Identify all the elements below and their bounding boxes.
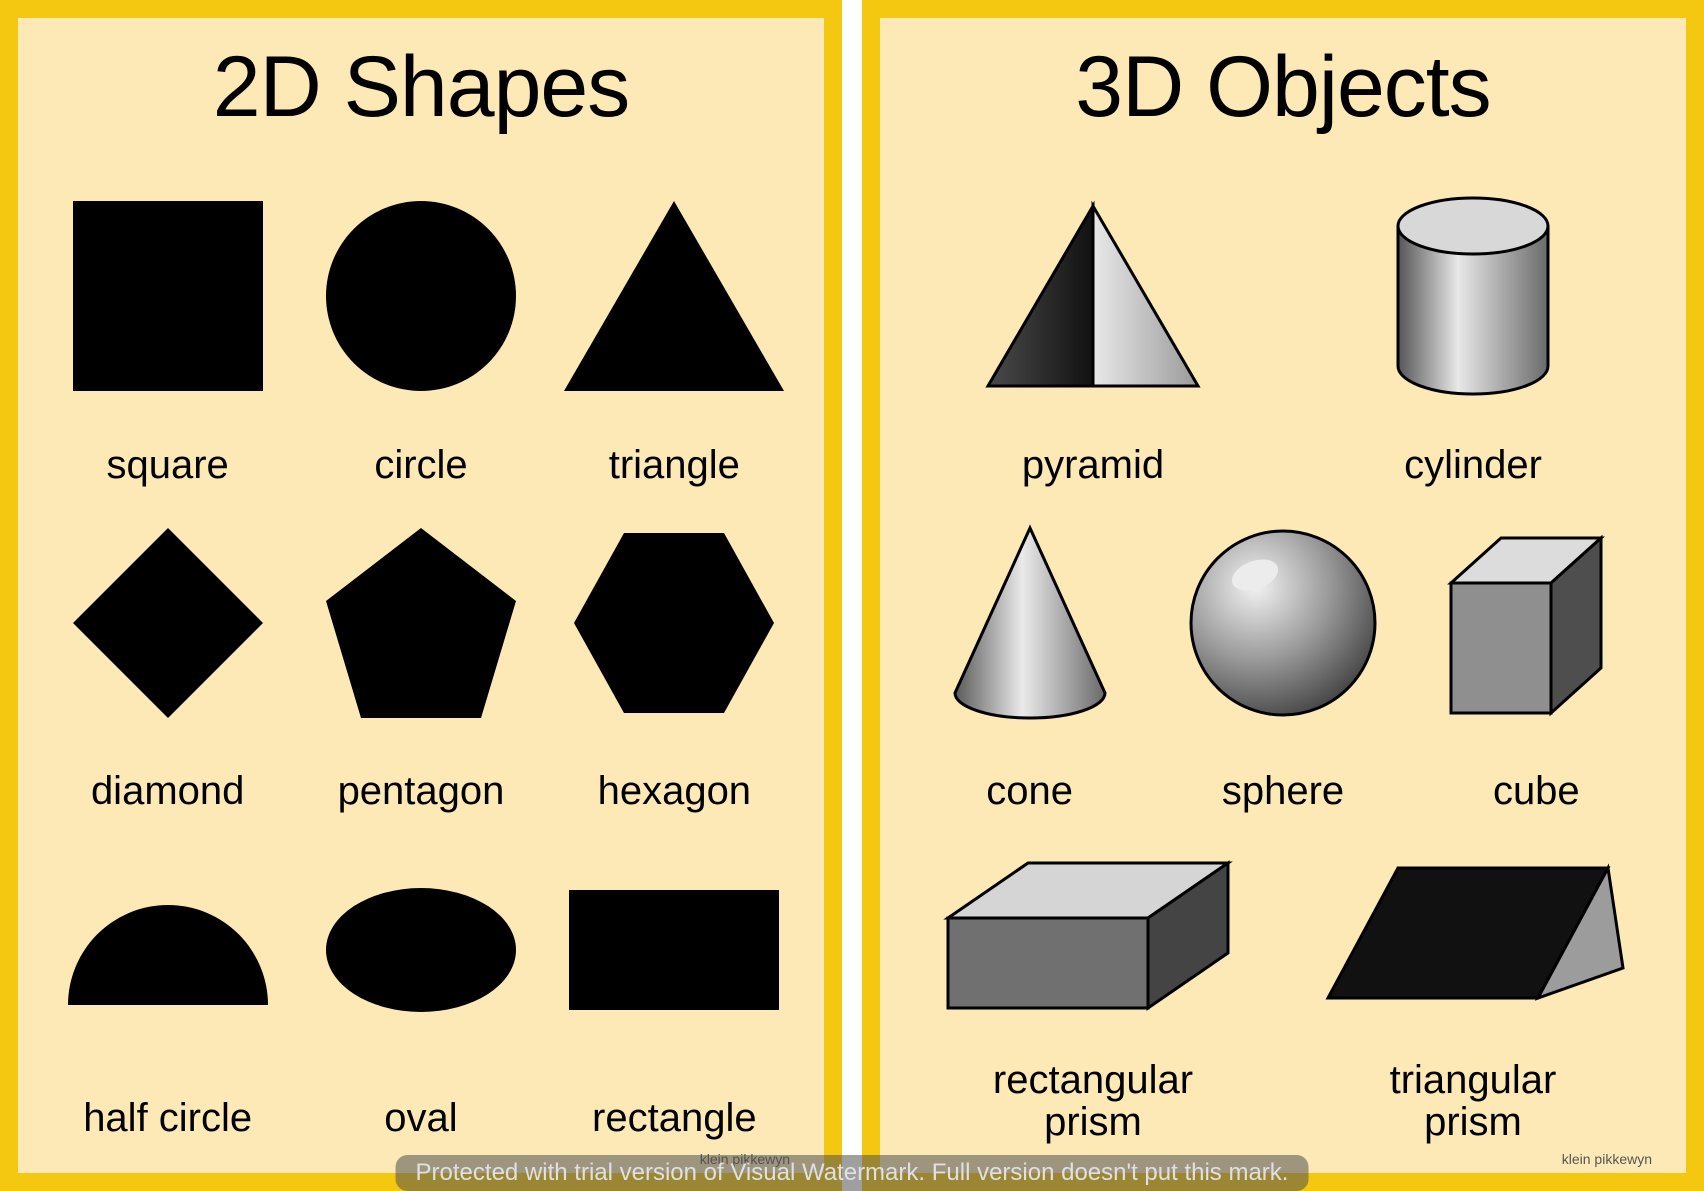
triangle-icon <box>553 163 796 430</box>
label-square: square <box>107 440 229 490</box>
cell-half-circle: half circle <box>46 816 289 1143</box>
label-triangular-prism: triangular prism <box>1390 1059 1557 1143</box>
label-half-circle: half circle <box>83 1093 252 1143</box>
credit-right: klein pikkewyn <box>1562 1151 1652 1167</box>
panel-title-2d: 2D Shapes <box>46 38 796 137</box>
triangular-prism-icon <box>1288 816 1658 1049</box>
grid-2d: square circle triangle diamond pentagon <box>46 163 796 1143</box>
label-rectangular-prism: rectangular prism <box>993 1059 1193 1143</box>
cell-rectangle: rectangle <box>553 816 796 1143</box>
label-cube: cube <box>1493 766 1580 816</box>
cell-hexagon: hexagon <box>553 490 796 817</box>
label-hexagon: hexagon <box>598 766 751 816</box>
pentagon-icon <box>299 490 542 757</box>
label-diamond: diamond <box>91 766 244 816</box>
cell-pyramid: pyramid <box>908 163 1278 490</box>
label-cone: cone <box>986 766 1073 816</box>
oval-icon <box>299 816 542 1083</box>
panel-3d-objects: 3D Objects pyramid <box>862 0 1704 1191</box>
pyramid-icon <box>908 163 1278 430</box>
cell-pentagon: pentagon <box>299 490 542 817</box>
circle-icon <box>299 163 542 430</box>
cell-sphere: sphere <box>1161 490 1404 817</box>
hexagon-icon <box>553 490 796 757</box>
cell-cone: cone <box>908 490 1151 817</box>
grid-3d: pyramid cylinder <box>908 163 1658 1143</box>
diamond-icon <box>46 490 289 757</box>
label-pyramid: pyramid <box>1022 440 1164 490</box>
label-sphere: sphere <box>1222 766 1344 816</box>
cell-diamond: diamond <box>46 490 289 817</box>
cube-icon <box>1415 490 1658 757</box>
cell-circle: circle <box>299 163 542 490</box>
cell-square: square <box>46 163 289 490</box>
sphere-icon <box>1161 490 1404 757</box>
label-circle: circle <box>374 440 467 490</box>
panel-2d-shapes: 2D Shapes square circle triangle diamond <box>0 0 842 1191</box>
label-triangle: triangle <box>609 440 740 490</box>
label-oval: oval <box>384 1093 457 1143</box>
cell-triangle: triangle <box>553 163 796 490</box>
label-cylinder: cylinder <box>1404 440 1542 490</box>
rectangle-icon <box>553 816 796 1083</box>
cell-triangular-prism: triangular prism <box>1288 816 1658 1143</box>
cylinder-icon <box>1288 163 1658 430</box>
rectangular-prism-icon <box>908 816 1278 1049</box>
label-rectangle: rectangle <box>592 1093 757 1143</box>
cell-cylinder: cylinder <box>1288 163 1658 490</box>
panel-title-3d: 3D Objects <box>908 38 1658 137</box>
half-circle-icon <box>46 816 289 1083</box>
cell-rectangular-prism: rectangular prism <box>908 816 1278 1143</box>
label-pentagon: pentagon <box>338 766 505 816</box>
square-icon <box>46 163 289 430</box>
cell-oval: oval <box>299 816 542 1143</box>
cone-icon <box>908 490 1151 757</box>
watermark-notice: Protected with trial version of Visual W… <box>396 1155 1309 1191</box>
cell-cube: cube <box>1415 490 1658 817</box>
